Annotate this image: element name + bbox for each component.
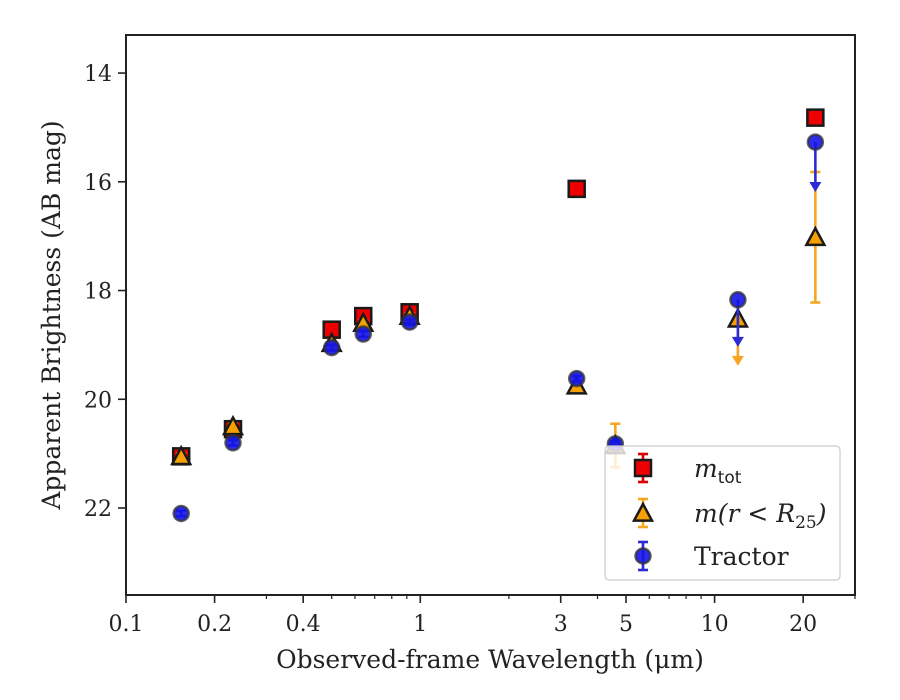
y-tick-label: 18 xyxy=(84,280,112,305)
limit-arrow xyxy=(731,355,744,366)
data-point xyxy=(354,325,373,343)
data-point xyxy=(567,179,586,199)
data-point xyxy=(567,369,586,388)
legend-entry: m(r < R25) xyxy=(631,497,826,533)
legend-entry: mtot xyxy=(633,452,742,488)
y-axis-label: Apparent Brightness (AB mag) xyxy=(37,120,66,510)
legend-label: m(r < R25) xyxy=(694,499,826,533)
legend-entries: mtot m(r < R25) Tractor xyxy=(631,452,826,572)
circle-marker xyxy=(224,434,242,452)
data-point xyxy=(170,444,193,466)
triangle-marker xyxy=(170,444,193,466)
plot-frame xyxy=(125,34,856,596)
triangle-marker xyxy=(804,225,827,247)
circle-marker xyxy=(729,291,747,309)
x-axis-label: Observed-frame Wavelength (μm) xyxy=(276,645,704,674)
circle-marker xyxy=(806,133,825,151)
circle-marker xyxy=(322,338,341,357)
data-point xyxy=(400,313,419,331)
circle-marker xyxy=(567,369,586,388)
circle-marker xyxy=(172,504,190,523)
legend-entry: Tractor xyxy=(634,540,789,572)
x-tick-label: 0.4 xyxy=(286,612,321,637)
legend-label: mtot xyxy=(694,454,742,488)
limit-arrow xyxy=(731,336,744,347)
series-m-r-r25- xyxy=(170,170,827,469)
circle-marker xyxy=(354,325,373,343)
x-tick-label: 0.2 xyxy=(197,612,232,637)
legend: mtot m(r < R25) Tractor xyxy=(604,445,841,581)
x-tick-label: 20 xyxy=(789,612,817,637)
series-tractor xyxy=(172,133,825,523)
series-m-tot xyxy=(171,108,825,466)
y-tick-label: 14 xyxy=(84,62,112,87)
triangle-marker xyxy=(631,501,655,522)
x-tick-label: 0.1 xyxy=(109,612,144,637)
legend-frame xyxy=(604,445,841,581)
legend-label: Tractor xyxy=(694,542,789,571)
y-tick-label: 22 xyxy=(84,497,112,522)
x-tick-label: 1 xyxy=(413,612,427,637)
y-tick-label: 16 xyxy=(84,171,112,196)
limit-arrow xyxy=(809,181,822,192)
x-tick-label: 10 xyxy=(701,612,729,637)
square-marker xyxy=(567,179,586,199)
y-tick-label: 20 xyxy=(84,388,112,413)
circle-marker xyxy=(634,547,652,565)
data-point xyxy=(172,504,190,523)
data-point xyxy=(729,291,747,347)
x-tick-label: 5 xyxy=(619,612,633,637)
data-point xyxy=(806,133,825,192)
data-point xyxy=(224,434,242,452)
square-marker xyxy=(806,108,825,127)
x-tick-label: 3 xyxy=(554,612,568,637)
data-point xyxy=(806,108,825,127)
square-marker xyxy=(633,458,653,478)
circle-marker xyxy=(400,313,419,331)
data-point xyxy=(322,338,341,357)
data-point xyxy=(804,170,827,304)
axis-ticks: 0.1 0.2 0.4 1 3 5 10 20 14 16 18 20 22 xyxy=(84,62,856,637)
